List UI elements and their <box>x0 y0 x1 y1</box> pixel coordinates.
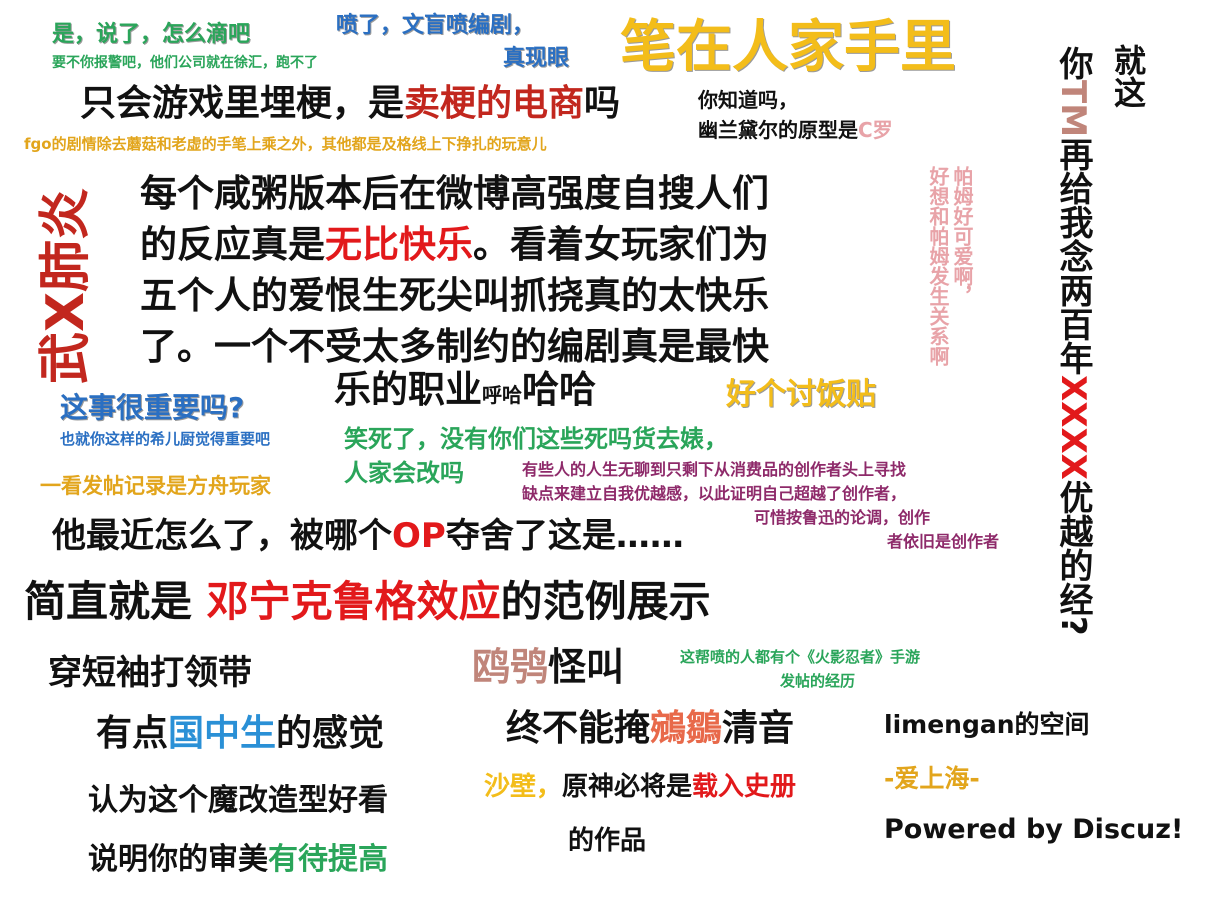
phrase-fang-zhou: 一看发帖记录是方舟玩家 <box>40 474 271 498</box>
phrase-mai-geng: 只会游戏里埋梗，是卖梗的电商吗 <box>80 86 620 122</box>
ys-b: 原神必将是 <box>562 772 693 802</box>
dk-b: 邓宁克鲁格效应 <box>206 577 501 626</box>
youlan-b: C罗 <box>858 118 893 142</box>
phrase-op: 他最近怎么了，被哪个OP夺舍了这是…… <box>52 519 684 553</box>
main-line-4: 了。一个不受太多制约的编剧真是最快 <box>140 325 769 368</box>
main-l5c: 哈哈 <box>522 368 596 411</box>
main-line-5: 乐的职业呼哈哈哈 <box>334 371 596 408</box>
yc-c: 清音 <box>722 708 795 749</box>
sm-b: 有待提高 <box>268 842 388 877</box>
phrase-mo-gai: 认为这个魔改造型好看 <box>88 783 388 818</box>
phrase-jiu-zhe: 就这 <box>1109 44 1147 108</box>
dk-c: 的范例展示 <box>500 577 711 626</box>
main-l2c: 。看着女玩家们为 <box>473 223 769 266</box>
main-line-1: 每个咸粥版本后在微博高强度自搜人们 <box>140 172 769 215</box>
phrase-xiao-si: 笑死了，没有你们这些死吗货去婊， <box>344 425 728 453</box>
phrase-youlan: 幽兰黛尔的原型是C罗 <box>698 120 893 140</box>
phrase-huoying-2: 发帖的经历 <box>780 672 856 690</box>
dk-a: 简直就是 <box>24 577 207 626</box>
phrase-you-xie-2: 缺点来建立自我优越感，以此证明自己超越了创作者， <box>522 484 907 503</box>
mai-geng-c: 吗 <box>584 83 621 124</box>
footer-space-name[interactable]: limengan的空间 <box>884 710 1090 739</box>
phrase-pamu-1: 帕姆好可爱啊， <box>950 166 974 306</box>
tm: TM <box>1053 80 1093 138</box>
phrase-guozhong: 有点国中生的感觉 <box>96 716 384 752</box>
phrase-yuan-chu: 终不能掩鵷鶵清音 <box>506 711 794 747</box>
ou-xiao-b: 怪叫 <box>548 645 625 689</box>
phrase-ni-zhidao: 你知道吗， <box>698 88 798 112</box>
main-line-2: 的反应真是无比快乐。看着女玩家们为 <box>140 219 900 270</box>
mai-geng-b: 卖梗的电商 <box>404 83 585 124</box>
phrase-tao-fan: 好个讨饭贴 <box>726 377 876 412</box>
sm-a: 说明你的审美 <box>88 842 268 877</box>
phrase-xianyan: 真现眼 <box>503 46 570 71</box>
phrase-dunning-kruger: 简直就是 邓宁克鲁格效应的范例展示 <box>24 581 711 623</box>
gz-b: 国中生 <box>168 713 277 754</box>
phrase-shuo-le: 是，说了，怎么滴吧 <box>52 22 251 47</box>
main-line-3: 五个人的爱恨生死尖叫抓挠真的太快乐 <box>140 274 769 317</box>
op-c: 夺舍了这是…… <box>445 516 684 556</box>
ou-xiao-a: 鸥鸮 <box>472 645 549 689</box>
yc-a: 终不能掩 <box>506 708 651 749</box>
phrase-zuopin: 的作品 <box>568 826 647 856</box>
ys-a: 沙壁， <box>484 772 563 802</box>
op-a: 他最近怎么了，被哪个 <box>52 516 392 556</box>
main-l2a: 的反应真是 <box>140 223 325 266</box>
phrase-bi-zai: 笔在人家手里 <box>620 15 956 80</box>
phrase-wu-x: 武X肺炎 <box>36 187 96 384</box>
phrase-shen-mei: 说明你的审美有待提高 <box>88 845 388 875</box>
phrase-zhong-yao: 这事很重要吗? <box>60 391 245 424</box>
mai-geng-a: 只会游戏里埋梗，是 <box>80 83 405 124</box>
gz-c: 的感觉 <box>276 713 385 754</box>
ni: 你 <box>1053 46 1093 80</box>
phrase-pamu-2: 好想和帕姆发生关系啊 <box>926 166 950 366</box>
phrase-bao-jing: 要不你报警吧，他们公司就在徐汇，跑不了 <box>52 55 318 71</box>
op-b: OP <box>392 516 446 556</box>
main-l5a: 乐的职业 <box>334 368 482 411</box>
main-l5b: 呼哈 <box>482 383 522 407</box>
phrase-hui-gai: 人家会改吗 <box>344 459 464 487</box>
phrase-huoying-1: 这帮喷的人都有个《火影忍者》手游 <box>680 648 921 666</box>
footer-ai-shanghai: -爱上海- <box>884 764 980 793</box>
youlan-a: 幽兰黛尔的原型是 <box>698 118 858 142</box>
phrase-wenmang: 喷了，文盲喷编剧， <box>336 13 535 38</box>
youyue: 优越的经? <box>1053 479 1093 636</box>
main-paragraph: 每个咸粥版本后在微博高强度自搜人们 的反应真是无比快乐。看着女玩家们为 五个人的… <box>140 168 900 372</box>
phrase-duan-xiu: 穿短袖打领带 <box>48 653 252 693</box>
phrase-you-xie-3: 可惜按鲁迅的论调，创作 <box>754 508 931 527</box>
phrase-fgo: fgo的剧情除去蘑菇和老虚的手笔上乘之外，其他都是及格线上下挣扎的玩意儿 <box>24 135 547 153</box>
main-l2b: 无比快乐 <box>325 223 473 266</box>
footer-powered-by[interactable]: Powered by Discuz! <box>884 814 1184 845</box>
phrase-ou-xiao: 鸥鸮怪叫 <box>472 648 624 686</box>
phrase-you-xie-1: 有些人的人生无聊到只剩下从消费品的创作者头上寻找 <box>522 460 907 479</box>
yc-b: 鵷鶵 <box>650 708 723 749</box>
phrase-yuanshen: 沙壁，原神必将是载入史册 <box>484 774 796 800</box>
xxxx: XXXX <box>1053 375 1093 480</box>
phrase-ni-tm: 你TM再给我念两百年XXXX优越的经? <box>1053 46 1093 636</box>
gz-a: 有点 <box>96 713 169 754</box>
ys-c: 载入史册 <box>692 772 797 802</box>
zai-nian: 再给我念两百年 <box>1053 137 1093 376</box>
phrase-you-xie-4: 者依旧是创作者 <box>887 532 1000 551</box>
phrase-xier-chu: 也就你这样的希儿厨觉得重要吧 <box>60 430 271 448</box>
